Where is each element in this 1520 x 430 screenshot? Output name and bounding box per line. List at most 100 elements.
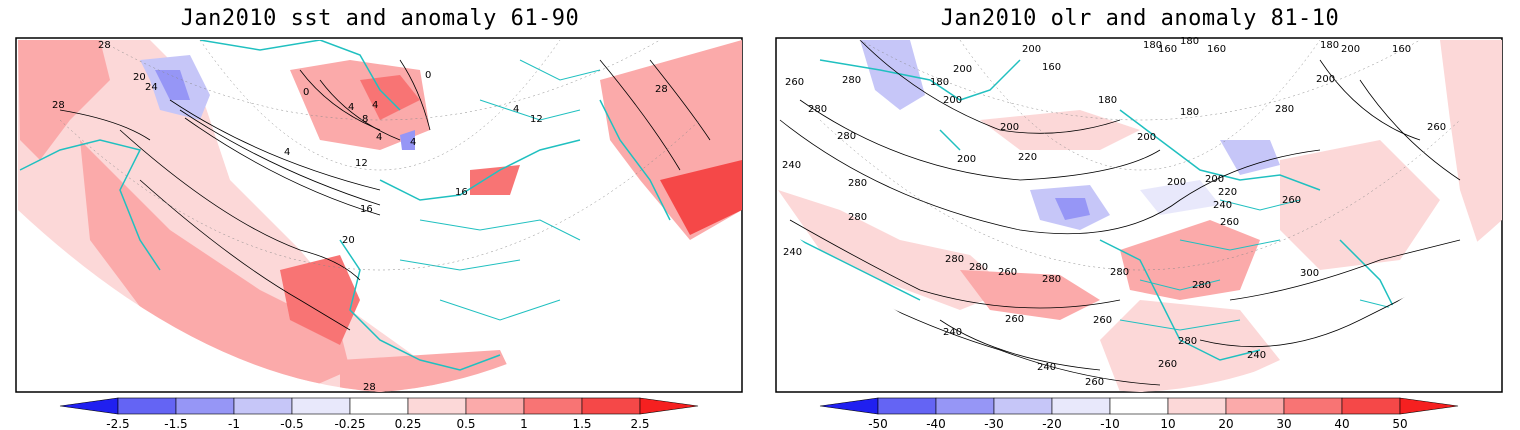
- olr-contour-label: 200: [957, 154, 976, 165]
- olr-colorbar-swatch: [993, 397, 1053, 415]
- olr-contour-label: 240: [1037, 362, 1056, 373]
- sst-anomaly-pos-canary: [280, 255, 360, 345]
- olr-contour-label: 160: [1207, 44, 1226, 55]
- olr-anomaly-pos-fareast: [1440, 40, 1502, 250]
- olr-borders: [1119, 199, 1401, 331]
- olr-contour-label: 200: [1316, 74, 1335, 85]
- olr-colorbar-swatch: [1225, 397, 1285, 415]
- olr-contour-label: 200: [953, 64, 972, 75]
- sst-anomaly-neg-labrador2: [155, 70, 190, 100]
- sst-contour-label: 4: [284, 147, 290, 158]
- sst-colorbar-arrow-right: [639, 397, 699, 415]
- sst-colorbar-tick: -1: [228, 417, 240, 430]
- sst-coastlines: [19, 40, 671, 371]
- olr-anomaly-neg-canada: [860, 40, 925, 110]
- olr-anomaly-neg-atlantic2: [1055, 198, 1090, 220]
- olr-anomaly-pos-east: [1280, 140, 1440, 270]
- olr-contour-label: 260: [1158, 359, 1177, 370]
- olr-anomaly-pos-africa2: [1100, 300, 1280, 392]
- sst-contour-label: 16: [360, 204, 373, 215]
- olr-colorbar-swatch: [1051, 397, 1111, 415]
- olr-contour-label: 280: [848, 212, 867, 223]
- olr-contour-label: 260: [1282, 195, 1301, 206]
- olr-contour-label: 280: [808, 104, 827, 115]
- sst-contour-label: 24: [145, 82, 158, 93]
- olr-colorbar-swatch: [1341, 397, 1401, 415]
- olr-contour-label: 200: [1167, 177, 1186, 188]
- olr-contour-label: 220: [1018, 152, 1037, 163]
- olr-contour-label: 200: [1341, 44, 1360, 55]
- olr-anomaly-neg-europe: [1140, 180, 1220, 215]
- sst-colorbar-tick: 2.5: [630, 417, 649, 430]
- olr-contour-label: 260: [785, 77, 804, 88]
- olr-contour-label: 160: [1042, 62, 1061, 73]
- olr-coastlines: [799, 59, 1401, 361]
- olr-colorbar-tick: 30: [1276, 417, 1291, 430]
- olr-contour-label: 280: [969, 262, 988, 273]
- sst-contour-label: 4: [372, 100, 378, 111]
- olr-colorbar-swatch: [935, 397, 995, 415]
- sst-contour-label: 12: [355, 158, 368, 169]
- sst-anomaly-pos-med: [470, 165, 520, 195]
- sst-colorbar-swatch: [465, 397, 525, 415]
- sst-colorbar-tick: 0.25: [395, 417, 422, 430]
- olr-contour-label: 240: [783, 247, 802, 258]
- olr-contour-label: 200: [1000, 122, 1019, 133]
- olr-contour-label: 200: [1137, 132, 1156, 143]
- olr-contour-label: 180: [1143, 40, 1162, 51]
- sst-colorbar-tick: -1.5: [164, 417, 187, 430]
- sst-contour-label: 4: [410, 137, 416, 148]
- sst-contour-label: 12: [530, 114, 543, 125]
- olr-contour-label: 220: [1218, 187, 1237, 198]
- olr-contour-label: 240: [782, 160, 801, 171]
- olr-anomaly-pos-north: [980, 110, 1140, 150]
- sst-colorbar-tick: -2.5: [106, 417, 129, 430]
- olr-colorbar-swatch: [1167, 397, 1227, 415]
- olr-contour-label: 280: [1178, 336, 1197, 347]
- olr-colorbar-swatch: [1109, 397, 1169, 415]
- olr-colorbar-arrow-right: [1399, 397, 1459, 415]
- sst-contour-label: 20: [342, 235, 355, 246]
- sst-colorbar-swatch: [117, 397, 177, 415]
- sst-map-title: Jan2010 sst and anomaly 61-90: [180, 6, 580, 31]
- olr-contour-label: 280: [837, 131, 856, 142]
- sst-anomaly-pos-arctic2: [360, 75, 420, 120]
- olr-graticule: [819, 40, 1461, 271]
- olr-contour-label: 180: [1180, 36, 1199, 47]
- sst-colorbar-tick: -0.25: [334, 417, 365, 430]
- sst-colorbar-swatch: [233, 397, 293, 415]
- olr-colorbar-swatch: [1283, 397, 1343, 415]
- olr-contour-label: 240: [1213, 200, 1232, 211]
- sst-contour-label: 28: [98, 40, 111, 51]
- sst-anomaly-pos-west: [18, 40, 110, 160]
- sst-map: 28 20 24 28 0 0 4 4 8 4 4 4 12 16 16 20 …: [15, 37, 743, 430]
- olr-panel: Jan2010 olr and anomaly 81-10: [760, 0, 1520, 430]
- olr-colorbar-tick: -40: [926, 417, 946, 430]
- olr-colorbar-tick: -50: [868, 417, 888, 430]
- sst-colorbar-swatch: [349, 397, 409, 415]
- olr-colorbar: [819, 397, 1459, 415]
- olr-colorbar-tick: 20: [1218, 417, 1233, 430]
- olr-colorbar-tick: 40: [1334, 417, 1349, 430]
- olr-contour-label: 200: [1205, 174, 1224, 185]
- olr-contour-label: 260: [1220, 217, 1239, 228]
- olr-colorbar-tick: -30: [984, 417, 1004, 430]
- sst-contour-label: 4: [348, 102, 354, 113]
- sst-anomaly-neg-baltic: [400, 130, 415, 150]
- olr-contour-label: 280: [945, 254, 964, 265]
- sst-contour-label: 16: [455, 187, 468, 198]
- olr-contour-label: 200: [1022, 44, 1041, 55]
- olr-contour-label: 160: [1158, 44, 1177, 55]
- sst-anomaly-pos-tropics: [80, 140, 350, 392]
- sst-colorbar-swatch: [291, 397, 351, 415]
- sst-colorbar-tick: 1.5: [572, 417, 591, 430]
- olr-contour-label: 300: [1300, 268, 1319, 279]
- sst-colorbar-swatch: [581, 397, 641, 415]
- olr-contour-label: 280: [1110, 267, 1129, 278]
- olr-map: 180 160 180 160 260 280 200 180 200 160 …: [775, 36, 1503, 430]
- sst-colorbar-swatch: [523, 397, 583, 415]
- olr-contour-label: 280: [842, 75, 861, 86]
- olr-contour-label: 160: [1392, 44, 1411, 55]
- olr-contour-label: 280: [1275, 104, 1294, 115]
- sst-colorbar-tick: 1: [520, 417, 528, 430]
